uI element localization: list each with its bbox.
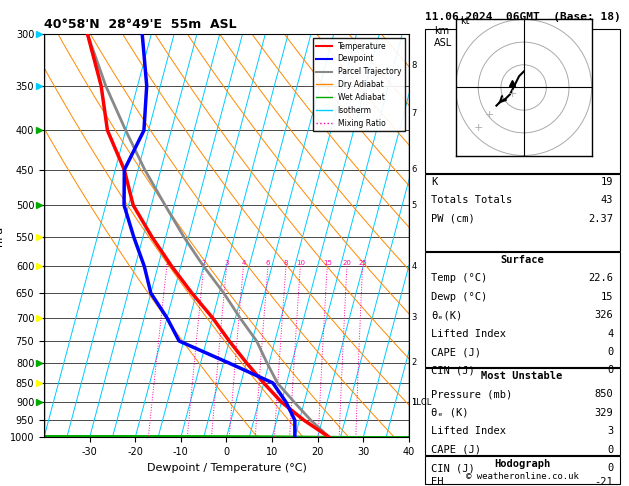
X-axis label: Dewpoint / Temperature (°C): Dewpoint / Temperature (°C) [147,463,306,473]
Text: 326: 326 [594,310,613,320]
Text: 22.6: 22.6 [588,273,613,283]
Text: 6: 6 [411,165,416,174]
Text: Temp (°C): Temp (°C) [431,273,487,283]
Text: +: + [474,123,483,133]
Text: Lifted Index: Lifted Index [431,329,506,339]
Text: 25: 25 [358,260,367,266]
Text: EH: EH [431,477,443,486]
Text: CAPE (J): CAPE (J) [431,347,481,357]
Text: Most Unstable: Most Unstable [481,371,563,381]
Text: 15: 15 [323,260,331,266]
Bar [425,174,620,251]
Text: CIN (J): CIN (J) [431,365,475,376]
Text: Hodograph: Hodograph [494,459,550,469]
Text: 1: 1 [165,260,169,266]
Text: 20: 20 [343,260,352,266]
Text: Dewp (°C): Dewp (°C) [431,292,487,302]
Text: 0: 0 [607,463,613,473]
Y-axis label: hPa: hPa [0,226,4,246]
Text: K: K [431,177,437,187]
Text: 2: 2 [201,260,206,266]
Text: 40°58'N  28°49'E  55m  ASL: 40°58'N 28°49'E 55m ASL [44,18,237,32]
Text: 6: 6 [265,260,270,266]
Text: 19: 19 [601,177,613,187]
Bar [425,368,620,455]
Text: 11.06.2024  06GMT  (Base: 18): 11.06.2024 06GMT (Base: 18) [425,12,620,22]
Text: Totals Totals: Totals Totals [431,195,512,206]
Text: Lifted Index: Lifted Index [431,426,506,436]
Text: 7: 7 [411,109,416,118]
Text: 329: 329 [594,408,613,418]
Bar [425,456,620,484]
Text: 4: 4 [242,260,245,266]
Text: 10: 10 [296,260,305,266]
Bar [425,252,620,367]
Text: Pressure (mb): Pressure (mb) [431,389,512,399]
Text: 8: 8 [411,61,416,70]
Text: 4: 4 [411,262,416,271]
Text: CIN (J): CIN (J) [431,463,475,473]
Text: 1: 1 [411,398,416,407]
Text: 850: 850 [594,389,613,399]
Text: CAPE (J): CAPE (J) [431,445,481,455]
Bar [425,29,620,173]
Text: 2.37: 2.37 [588,214,613,224]
Text: θₑ(K): θₑ(K) [431,310,462,320]
Text: 4: 4 [607,329,613,339]
Text: 0: 0 [607,445,613,455]
Text: 0: 0 [607,347,613,357]
Legend: Temperature, Dewpoint, Parcel Trajectory, Dry Adiabat, Wet Adiabat, Isotherm, Mi: Temperature, Dewpoint, Parcel Trajectory… [313,38,405,131]
Text: 1LCL: 1LCL [411,398,431,407]
Text: 3: 3 [411,313,416,322]
Text: km
ASL: km ASL [435,26,453,48]
Text: +: + [508,89,517,99]
Text: 5: 5 [411,201,416,209]
Text: Surface: Surface [500,255,544,265]
Text: -21: -21 [594,477,613,486]
Text: 3: 3 [225,260,229,266]
Text: 3: 3 [607,426,613,436]
Text: 0: 0 [607,365,613,376]
Text: PW (cm): PW (cm) [431,214,475,224]
Text: 15: 15 [601,292,613,302]
Text: +: + [485,110,494,120]
Text: kt: kt [460,16,470,26]
Text: 2: 2 [411,358,416,367]
Text: 43: 43 [601,195,613,206]
Text: © weatheronline.co.uk: © weatheronline.co.uk [465,472,579,481]
Text: 8: 8 [284,260,288,266]
Text: θₑ (K): θₑ (K) [431,408,469,418]
